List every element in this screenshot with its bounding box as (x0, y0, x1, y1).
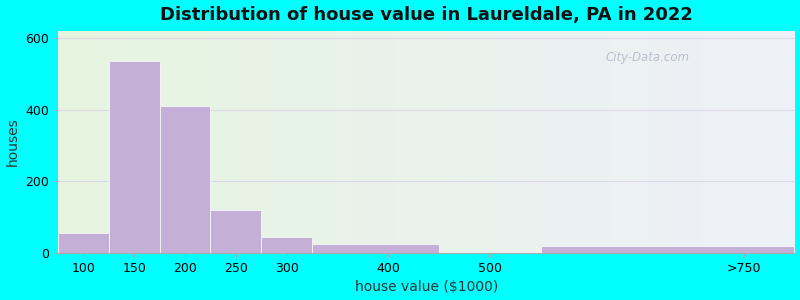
Bar (58, 233, 109, 253)
Bar (109, 61, 159, 253)
Text: City-Data.com: City-Data.com (605, 51, 690, 64)
Bar (261, 237, 312, 253)
X-axis label: house value ($1000): house value ($1000) (354, 280, 498, 294)
Bar (159, 106, 210, 253)
Bar (210, 210, 261, 253)
Bar (541, 246, 794, 253)
Bar (312, 244, 439, 253)
Title: Distribution of house value in Laureldale, PA in 2022: Distribution of house value in Laureldal… (160, 6, 693, 24)
Y-axis label: houses: houses (6, 117, 19, 166)
